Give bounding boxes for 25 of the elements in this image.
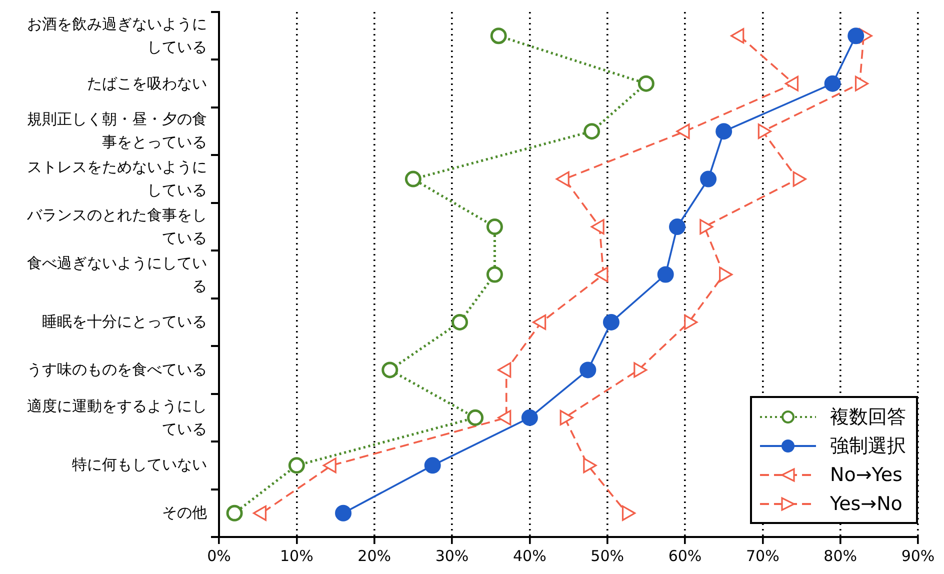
y-tick-label: 特に何もしていない	[71, 454, 207, 476]
legend-label: No→Yes	[830, 464, 902, 486]
y-tick-label: 食べ過ぎないようにしている	[26, 252, 207, 296]
y-tick-label: 適度に運動をするようにしている	[26, 396, 207, 440]
x-tick-label: 0%	[207, 546, 231, 565]
y-tick-label: 睡眠を十分にとっている	[41, 312, 207, 333]
x-tick-label: 60%	[668, 546, 702, 565]
y-tick-label: その他	[161, 502, 207, 524]
y-tick-label: ストレスをためないようにしている	[26, 157, 207, 202]
x-tick-label: 20%	[358, 546, 392, 565]
legend-label: 複数回答	[830, 404, 906, 430]
y-tick-label: バランスのとれた食事をしている	[26, 204, 207, 249]
y-tick-label: お酒を飲み過ぎないようにしている	[26, 14, 207, 58]
x-tick-label: 80%	[824, 546, 858, 565]
y-tick-label: たばこを吸わない	[86, 73, 207, 94]
y-tick-label: うす味のものを食べている	[26, 359, 207, 380]
y-tick-label: 規則正しく朝・昼・夕の食事をとっている	[26, 109, 207, 154]
x-tick-label: 10%	[280, 546, 314, 565]
x-tick-label: 30%	[435, 546, 469, 565]
x-tick-label: 70%	[746, 546, 780, 565]
legend-label: Yes→No	[830, 492, 902, 514]
x-tick-label: 40%	[512, 546, 546, 565]
x-tick-label: 50%	[590, 546, 624, 565]
x-tick-label: 90%	[901, 546, 935, 565]
legend-label: 強制選択	[830, 434, 906, 458]
